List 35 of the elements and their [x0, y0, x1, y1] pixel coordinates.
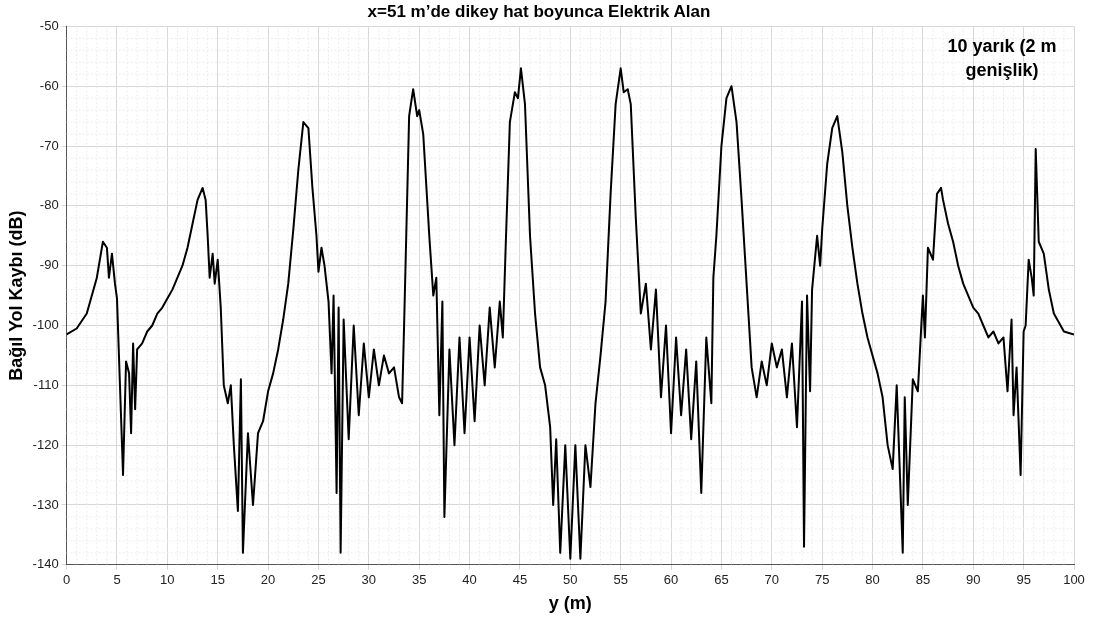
x-tick-label: 5: [113, 572, 121, 588]
annotation: 10 yarık (2 m genişlik): [947, 36, 1057, 81]
x-tick-label: 10: [160, 572, 175, 588]
x-tick-label: 85: [915, 572, 931, 588]
chart-title: x=51 m’de dikey hat boyunca Elektrik Alan: [367, 1, 711, 21]
x-tick-label: 70: [764, 572, 780, 588]
x-tick-label: 35: [411, 572, 427, 588]
y-tick-label: -110: [33, 376, 59, 392]
x-tick-label: 65: [714, 572, 729, 588]
y-tick-label: -80: [39, 197, 59, 213]
y-tick-label: -120: [32, 436, 59, 452]
y-axis-title: Bağıl Yol Kaybı (dB): [5, 210, 26, 381]
x-axis-title: y (m): [548, 593, 592, 614]
x-tick-label: 60: [663, 572, 679, 588]
x-tick-label: 55: [613, 572, 628, 588]
x-tick-label: 25: [311, 572, 326, 588]
x-tick-label: 40: [462, 572, 477, 588]
x-tick-label: 45: [512, 572, 528, 588]
x-tick-label: 100: [1063, 572, 1085, 588]
x-tick-label: 90: [966, 572, 981, 588]
x-tick-label: 30: [361, 572, 377, 588]
x-tick-label: 20: [260, 572, 276, 588]
x-tick-label: 75: [814, 572, 830, 588]
y-tick-label: -50: [39, 17, 59, 33]
x-tick-label: 0: [63, 572, 71, 588]
x-tick-label: 15: [210, 572, 225, 588]
y-tick-label: -140: [32, 556, 59, 572]
y-tick-label: -100: [32, 317, 59, 333]
x-tick-label: 50: [563, 572, 578, 588]
y-tick-label: -70: [39, 137, 59, 153]
y-tick-label: -90: [39, 257, 59, 273]
y-tick-label: -60: [39, 77, 59, 93]
x-tick-label: 95: [1016, 572, 1031, 588]
x-tick-label: 80: [865, 572, 880, 588]
y-tick-label: -130: [32, 496, 59, 512]
